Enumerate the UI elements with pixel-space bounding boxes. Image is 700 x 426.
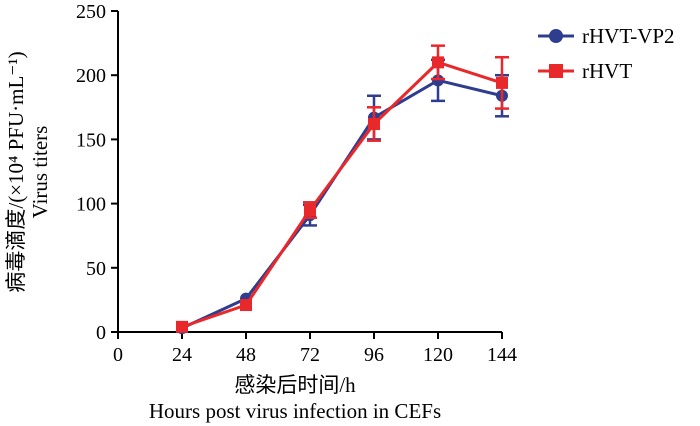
x-axis-title-cn: 感染后时间/h [234, 373, 356, 397]
data-point [432, 74, 444, 87]
y-tick-label: 150 [76, 129, 106, 151]
y-axis-title-cn: 病毒滴度/(×10⁴ PFU·mL⁻¹) [4, 51, 28, 292]
legend-marker [549, 64, 563, 78]
x-tick-label: 48 [236, 344, 256, 366]
data-point [496, 76, 508, 89]
y-tick-label: 200 [76, 65, 106, 87]
series-line [181, 78, 503, 330]
data-point [304, 204, 316, 217]
legend: rHVT-VP2 rHVT [538, 24, 675, 83]
x-tick-label: 0 [113, 344, 123, 366]
y-tick-label: 100 [76, 194, 106, 216]
y-tick-label: 250 [76, 1, 106, 23]
legend-item: rHVT [538, 59, 632, 83]
y-ticks: 0 50 100 150 200 250 [76, 1, 118, 344]
x-tick-label: 96 [364, 344, 384, 366]
legend-marker [549, 29, 563, 43]
y-tick-label: 0 [96, 322, 106, 344]
data-point [176, 320, 188, 333]
data-point [240, 299, 252, 312]
legend-label: rHVT [582, 59, 632, 83]
data-point [368, 117, 380, 130]
x-ticks: 0 24 48 72 96 120 144 [113, 332, 517, 366]
series-layer [176, 44, 509, 335]
data-point [432, 56, 444, 69]
series-line [181, 60, 503, 329]
x-tick-label: 120 [423, 344, 453, 366]
legend-item: rHVT-VP2 [538, 24, 675, 48]
x-tick-label: 24 [172, 344, 192, 366]
legend-label: rHVT-VP2 [582, 24, 675, 48]
y-axis-title-en: Virus titers [28, 126, 52, 219]
series-rhvt [176, 44, 509, 333]
x-axis-title-en: Hours post virus infection in CEFs [149, 399, 441, 423]
y-tick-label: 50 [86, 258, 106, 280]
x-tick-label: 72 [300, 344, 320, 366]
series-rhvt-vp2 [176, 58, 509, 335]
x-tick-label: 144 [487, 344, 517, 366]
